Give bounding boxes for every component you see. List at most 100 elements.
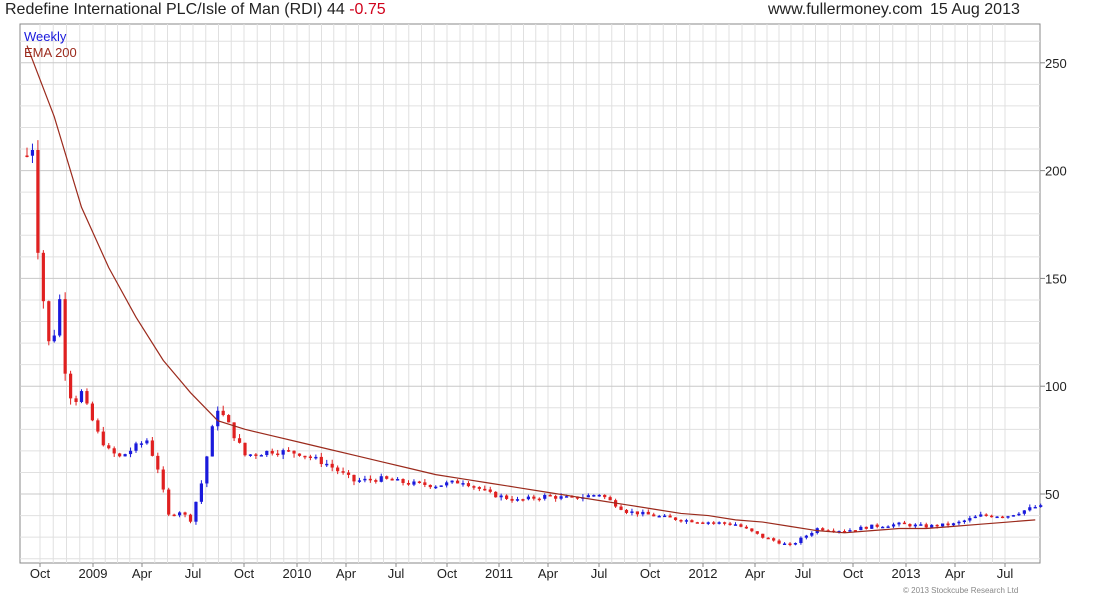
candle-body (134, 443, 138, 451)
candle-body (652, 514, 656, 517)
candle-body (728, 523, 732, 525)
y-tick-label: 250 (1045, 56, 1067, 71)
candle-body (221, 410, 225, 416)
candle-body (363, 478, 367, 481)
candle-body (772, 538, 776, 541)
candle-body (406, 482, 411, 485)
candle-body (259, 455, 263, 457)
candle-body (941, 523, 945, 527)
price-change: -0.75 (349, 1, 386, 18)
candle-body (428, 484, 432, 488)
candle-body (303, 455, 307, 458)
copyright: © 2013 Stockcube Research Ltd (903, 586, 1019, 595)
candle-body (597, 494, 601, 497)
chart-title: Redefine International PLC/Isle of Man (… (5, 1, 386, 19)
candle-body (788, 543, 792, 546)
candle-body (706, 522, 710, 524)
candle-body (902, 522, 907, 525)
x-tick-label: Jul (795, 566, 812, 581)
candle-body (107, 445, 111, 449)
candle-body (439, 485, 443, 487)
candle-body (58, 299, 62, 336)
legend-weekly: Weekly (24, 29, 67, 44)
candle-body (47, 301, 51, 342)
candle-body (79, 391, 84, 402)
candle-body (74, 398, 78, 402)
candle-body (1011, 515, 1016, 517)
plot-frame (19, 23, 1041, 564)
candle-body (199, 483, 203, 502)
candle-body (635, 511, 639, 515)
candle-body (526, 496, 530, 500)
candle-body (782, 543, 787, 546)
candle-body (112, 448, 116, 454)
candle-body (216, 410, 220, 427)
x-tick-label: Apr (745, 566, 766, 581)
site-url[interactable]: www.fullermoney.com (768, 1, 923, 18)
legend-ema: EMA 200 (24, 45, 77, 60)
candle-body (292, 450, 296, 454)
candle-body (657, 515, 661, 518)
candle-body (401, 479, 405, 483)
candle-body (488, 489, 492, 492)
candle-body (717, 522, 721, 524)
candle-body (684, 520, 689, 522)
candle-body (864, 526, 868, 529)
candle-body (455, 480, 460, 484)
candle-body (483, 488, 487, 491)
candle-body (875, 524, 879, 527)
x-tick-label: Oct (437, 566, 458, 581)
candle-body (881, 526, 885, 529)
candle-body (532, 496, 536, 499)
candle-body (908, 524, 912, 527)
candle-body (935, 524, 939, 527)
candle-body (30, 150, 35, 156)
candle-body (886, 526, 890, 528)
candle-body (314, 456, 318, 459)
candle-body (821, 528, 825, 531)
candle-body (1028, 507, 1032, 511)
y-tick-label: 50 (1045, 487, 1059, 502)
candle-body (297, 453, 302, 456)
candle-body (1000, 516, 1005, 519)
candle-body (357, 480, 362, 482)
candle-body (962, 520, 966, 523)
candle-body (554, 496, 558, 499)
candle-body (25, 155, 29, 158)
candle-body (1022, 510, 1026, 514)
candle-body (930, 524, 934, 528)
ema-200-line (26, 45, 1036, 534)
candle-body (461, 483, 465, 485)
candle-body (90, 403, 94, 421)
candle-body (308, 456, 312, 458)
candle-body (41, 252, 45, 302)
candle-body (951, 523, 956, 526)
candle-body (733, 524, 738, 526)
y-tick-label: 150 (1045, 271, 1067, 286)
candle-body (668, 515, 672, 518)
x-tick-label: Oct (30, 566, 51, 581)
candle-body (548, 495, 552, 497)
y-tick-label: 100 (1045, 379, 1067, 394)
x-tick-label: Oct (234, 566, 255, 581)
candle-body (537, 498, 541, 501)
candle-body (390, 478, 394, 481)
candle-body (853, 530, 857, 532)
candle-body (793, 543, 798, 545)
candle-body (494, 491, 498, 498)
candle-body (128, 450, 133, 455)
candle-body (543, 495, 547, 499)
x-tick-label: Jul (591, 566, 608, 581)
candle-body (995, 516, 999, 519)
candle-body (804, 535, 808, 538)
candle-body (570, 496, 574, 498)
candle-body (270, 450, 274, 454)
candle-body (319, 456, 323, 465)
candle-body (417, 481, 421, 483)
candle-body (178, 512, 182, 516)
candle-body (385, 476, 389, 479)
candle-body (374, 480, 378, 482)
candle-body (777, 540, 781, 544)
candle-body (979, 514, 983, 517)
candle-body (1039, 505, 1043, 507)
